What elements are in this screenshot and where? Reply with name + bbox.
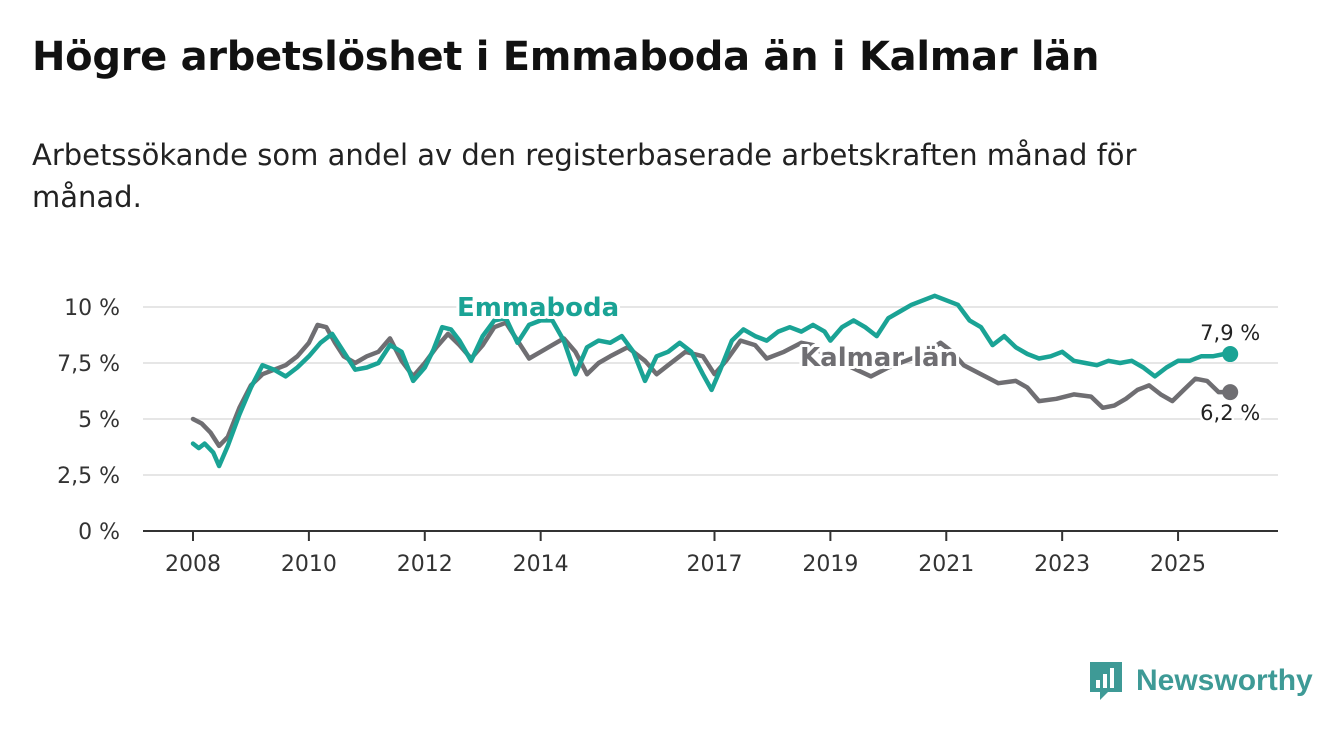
x-tick-label: 2021 bbox=[918, 552, 974, 577]
x-tick-label: 2017 bbox=[687, 552, 743, 577]
x-tick-label: 2014 bbox=[513, 552, 569, 577]
x-tick-label: 2010 bbox=[281, 552, 337, 577]
end-label-kalmar-lan: 6,2 % bbox=[1200, 401, 1260, 425]
y-tick-label: 7,5 % bbox=[57, 352, 120, 377]
label-layer: Kalmar län Emmaboda 7,9 % 6,2 % bbox=[454, 290, 1263, 428]
grid-layer: 0 % 2,5 % 5 % 7,5 % 10 % 2008 2010 2012 2014 2017… bbox=[57, 296, 1278, 577]
series-line-emmaboda bbox=[190, 293, 1233, 469]
series-layer bbox=[190, 293, 1239, 469]
end-label-emmaboda: 7,9 % bbox=[1200, 321, 1260, 345]
brand-name: Newsworthy bbox=[1136, 664, 1313, 697]
end-point-kalmar-l-n bbox=[1222, 384, 1239, 401]
series-label-emmaboda: Emmaboda bbox=[457, 293, 619, 323]
x-tick-label: 2019 bbox=[802, 552, 858, 577]
y-tick-label: 2,5 % bbox=[57, 464, 120, 489]
x-tick-label: 2023 bbox=[1034, 552, 1090, 577]
x-tick-label: 2025 bbox=[1150, 552, 1206, 577]
x-tick-label: 2008 bbox=[165, 552, 221, 577]
y-tick-label: 0 % bbox=[78, 520, 120, 545]
bar-chart-logo-icon bbox=[1090, 662, 1122, 700]
y-tick-label: 10 % bbox=[64, 296, 120, 321]
chart-subtitle: Arbetssökande som andel av den registerb… bbox=[32, 138, 1137, 214]
x-tick-label: 2012 bbox=[397, 552, 453, 577]
newsworthy-logo: Newsworthy bbox=[1088, 660, 1313, 702]
series-label-kalmar-lan: Kalmar län bbox=[800, 343, 958, 373]
y-tick-label: 5 % bbox=[78, 408, 120, 433]
end-point-emmaboda bbox=[1222, 346, 1239, 363]
line-chart: 0 % 2,5 % 5 % 7,5 % 10 % 2008 2010 2012 2014 2017… bbox=[57, 290, 1278, 577]
chart-title: Högre arbetslöshet i Emmaboda än i Kalma… bbox=[32, 34, 1100, 80]
